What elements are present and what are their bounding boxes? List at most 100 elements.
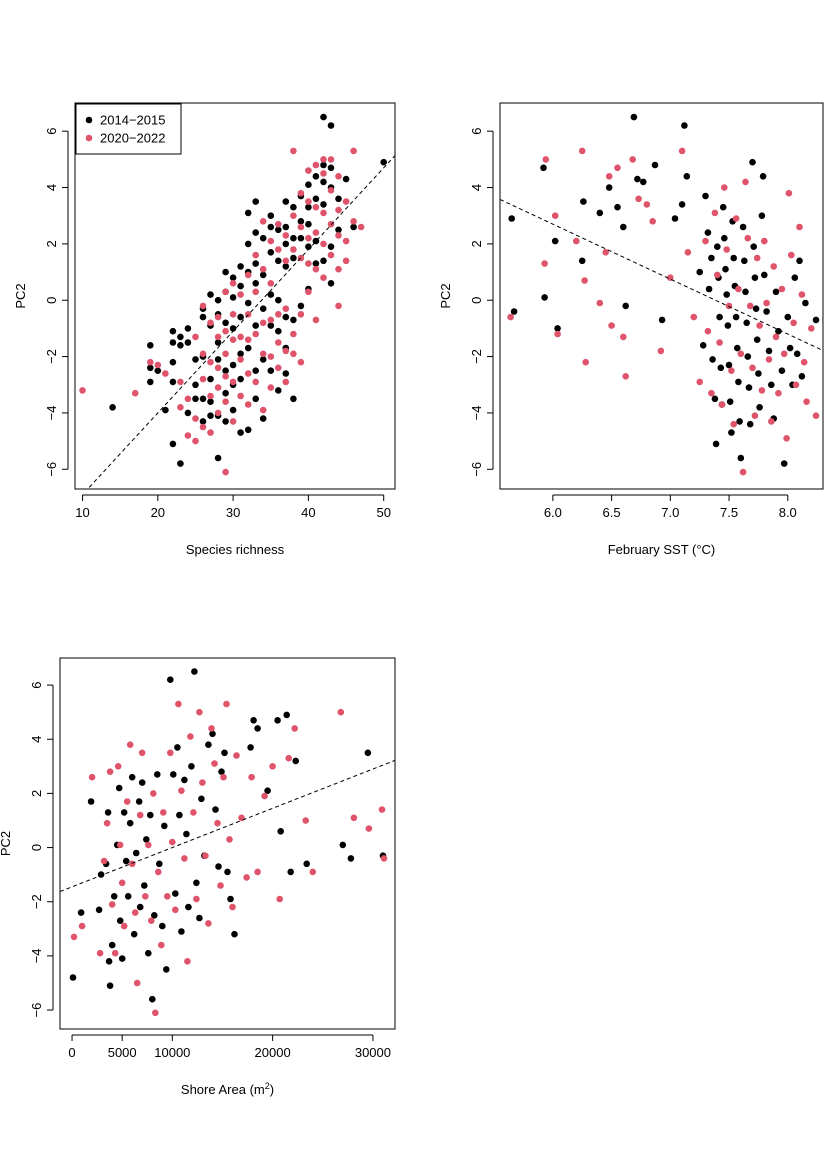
data-point (259, 265, 267, 273)
data-point (614, 203, 621, 211)
y-tick-label: 0 (29, 844, 44, 851)
data-point (640, 178, 647, 186)
data-point (752, 305, 760, 313)
data-point (768, 418, 775, 425)
data-point (222, 268, 229, 276)
data-point (753, 254, 761, 262)
data-point (742, 178, 749, 186)
data-point (192, 437, 199, 445)
data-point (796, 257, 803, 265)
data-point (159, 922, 166, 930)
data-point (751, 274, 759, 282)
data-point (229, 311, 237, 318)
data-point (290, 212, 297, 219)
y-tick-label: 0 (469, 297, 484, 304)
data-point (147, 364, 154, 372)
data-point (178, 787, 185, 794)
x-tick-label: 20000 (255, 1045, 291, 1060)
data-point (207, 291, 214, 298)
data-point (350, 218, 357, 225)
y-tick-label: 2 (29, 790, 44, 797)
x-tick-label: 6.5 (603, 505, 621, 520)
data-point (214, 333, 222, 341)
data-point (192, 356, 199, 363)
trend-line (87, 155, 395, 489)
data-point (622, 302, 629, 310)
data-point (145, 841, 152, 849)
legend-label-2014-2015: 2014−2015 (100, 113, 165, 128)
data-point (681, 122, 688, 129)
data-point (154, 361, 162, 369)
data-point (191, 668, 198, 675)
data-point (177, 404, 184, 411)
y-tick-label: 2 (44, 240, 59, 247)
data-point (196, 914, 203, 922)
data-point (207, 398, 214, 406)
legend-marker-2020-2022 (85, 134, 93, 142)
data-point (169, 440, 177, 448)
data-point (133, 979, 141, 987)
data-point (297, 234, 305, 242)
data-point (226, 836, 233, 843)
data-point (267, 237, 275, 245)
scatter-points (69, 668, 388, 1017)
data-point (192, 395, 199, 403)
data-point (222, 389, 229, 397)
data-point (259, 356, 267, 363)
data-point (305, 181, 312, 188)
data-point (297, 223, 305, 231)
data-point (739, 468, 747, 476)
data-point (335, 226, 342, 234)
x-tick-label: 30000 (355, 1045, 391, 1060)
data-point (711, 395, 719, 403)
y-axis: −6 −4 −2 0 2 4 6 (469, 128, 494, 477)
data-point (578, 147, 586, 155)
data-point (783, 435, 790, 442)
data-point (275, 296, 282, 304)
data-point (259, 234, 267, 242)
data-point (149, 995, 156, 1003)
data-point (708, 254, 715, 262)
data-point (282, 347, 290, 355)
data-point (651, 161, 659, 169)
y-axis-label: PC2 (13, 283, 28, 308)
data-point (305, 260, 312, 267)
data-point (259, 406, 267, 414)
data-point (350, 223, 357, 231)
data-point (208, 725, 215, 732)
x-tick-label: 10000 (154, 1045, 190, 1060)
data-point (145, 949, 152, 957)
data-point (169, 838, 176, 846)
data-point (138, 779, 146, 786)
data-point (237, 429, 244, 436)
data-point (736, 418, 743, 425)
data-point (722, 265, 729, 273)
data-point (252, 229, 259, 236)
data-point (808, 325, 815, 332)
data-point (172, 890, 179, 897)
y-tick-label: −4 (469, 406, 484, 421)
x-tick-label: 0 (68, 1045, 75, 1060)
data-point (275, 246, 282, 253)
data-point (749, 364, 756, 372)
y-tick-label: −6 (469, 462, 484, 477)
data-point (290, 203, 297, 211)
data-point (229, 336, 237, 344)
data-point (812, 412, 820, 420)
data-point (350, 147, 357, 155)
data-point (778, 285, 786, 293)
data-point (229, 280, 237, 287)
data-point (106, 982, 114, 989)
data-point (214, 296, 222, 304)
data-point (178, 928, 185, 935)
data-point (290, 316, 297, 324)
data-point (290, 246, 297, 253)
data-point (192, 415, 199, 422)
data-point (744, 353, 752, 360)
data-point (275, 364, 282, 372)
data-point (252, 367, 259, 375)
data-point (150, 790, 157, 797)
data-point (248, 773, 255, 781)
data-point (551, 237, 559, 245)
data-point (138, 749, 146, 757)
